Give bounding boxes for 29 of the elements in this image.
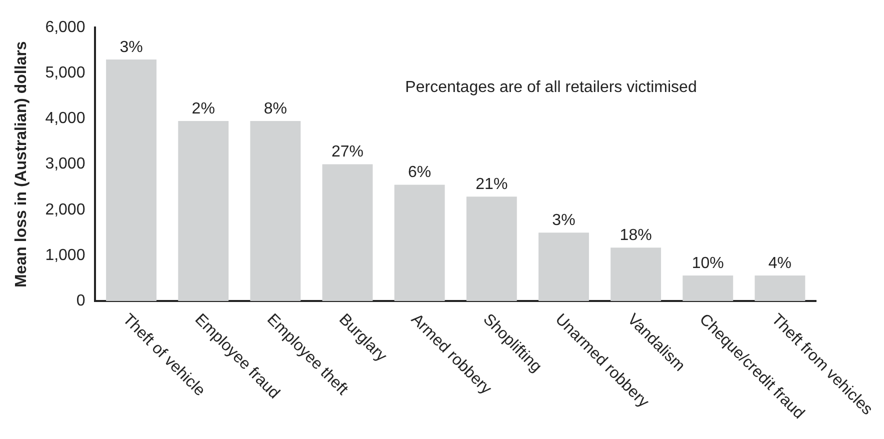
y-tick-label: 0	[76, 292, 86, 310]
annotation: 18%	[620, 227, 652, 244]
y-tick-label: 6,000	[45, 19, 86, 36]
annotation: 21%	[476, 176, 508, 194]
annotation: 4%	[768, 254, 792, 272]
bar	[466, 196, 517, 301]
bar	[610, 248, 662, 301]
bar	[394, 184, 445, 301]
bar	[178, 121, 229, 301]
annotation: 6%	[408, 164, 432, 182]
bar	[322, 164, 373, 301]
bar	[538, 232, 589, 301]
y-tick-label: 3,000	[45, 156, 86, 173]
annotation: 3%	[120, 38, 143, 56]
annotation: Percentages are of all retailers victimised	[405, 79, 697, 96]
y-tick-label: 4,000	[45, 110, 86, 128]
annotation: 2%	[192, 100, 215, 118]
y-axis-title: Mean loss in (Australian) dollars	[13, 41, 30, 288]
y-tick-label: 5,000	[45, 64, 86, 82]
annotation: 3%	[552, 212, 576, 230]
bar	[106, 59, 157, 301]
y-tick-label: 2,000	[45, 201, 86, 218]
bar	[754, 275, 806, 301]
bar	[682, 275, 734, 301]
annotation: 10%	[692, 254, 724, 272]
annotation: 8%	[264, 100, 287, 118]
annotation: 27%	[331, 144, 364, 161]
y-tick-label: 1,000	[45, 246, 86, 264]
bar	[250, 121, 301, 301]
